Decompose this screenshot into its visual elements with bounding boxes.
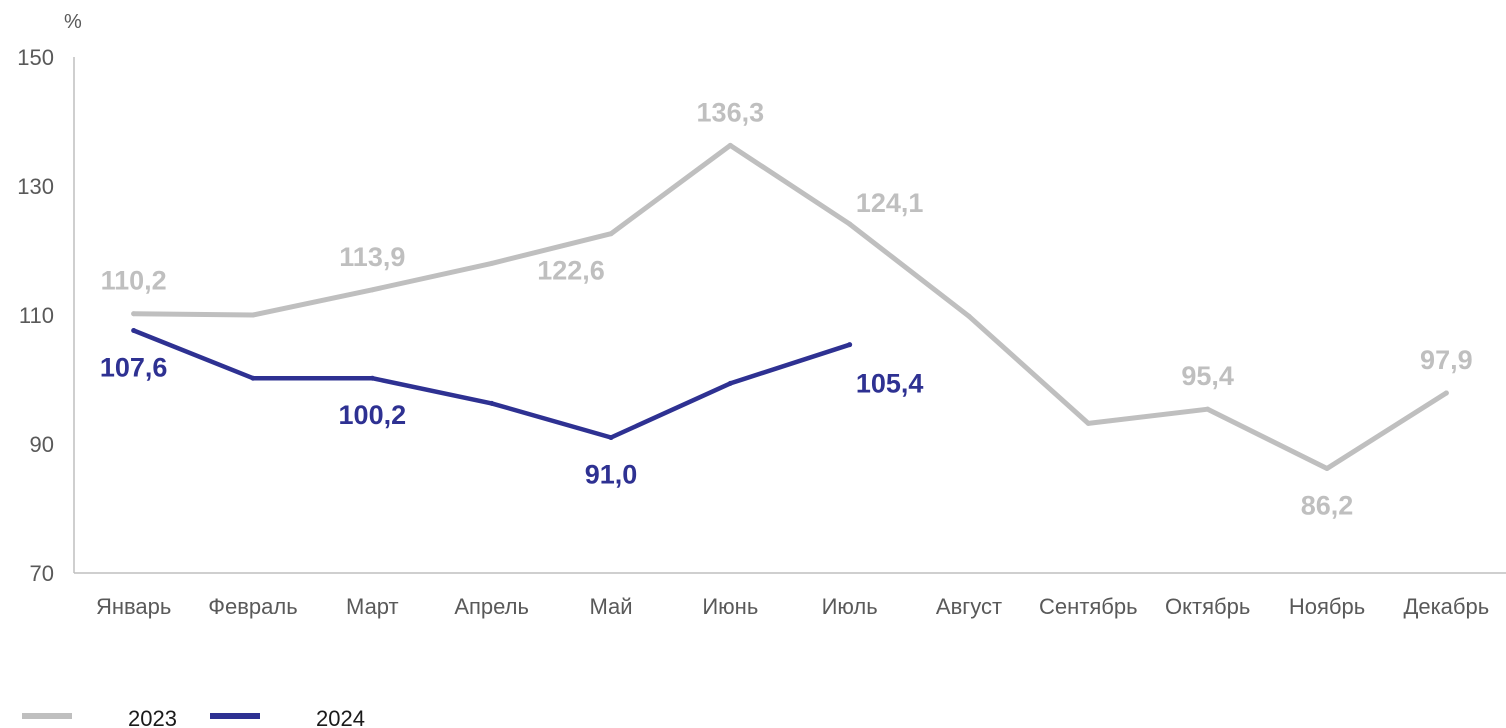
data-point-2024: [369, 375, 375, 381]
x-axis-ticks: Январь Февраль Март Апрель Май Июнь Июль Август…: [96, 594, 1489, 619]
y-tick-label: 150: [17, 45, 54, 70]
x-tick-label: Февраль: [208, 594, 297, 619]
x-tick-label: Декабрь: [1403, 594, 1489, 619]
data-label-2023: 97,9: [1420, 345, 1473, 375]
data-point-2023: [1085, 420, 1091, 426]
legend-label-2023: 2023: [128, 706, 177, 728]
x-tick-label: Январь: [96, 594, 171, 619]
data-point-2023: [1205, 406, 1211, 412]
data-point-2023: [369, 287, 375, 293]
data-label-2023: 122,6: [537, 256, 605, 286]
data-point-2023: [489, 260, 495, 266]
data-label-2024: 100,2: [339, 400, 407, 430]
series-line-2023: [131, 142, 1449, 471]
data-point-2024: [131, 327, 137, 333]
data-point-2024: [608, 435, 614, 441]
x-tick-label: Июнь: [702, 594, 758, 619]
y-tick-label: 130: [17, 174, 54, 199]
data-point-2023: [250, 312, 256, 318]
y-tick-label: 110: [19, 303, 54, 328]
x-tick-label: Май: [589, 594, 632, 619]
data-label-2023: 136,3: [697, 97, 765, 127]
x-tick-label: Апрель: [454, 594, 529, 619]
x-tick-label: Сентябрь: [1039, 594, 1138, 619]
y-tick-label: 70: [30, 561, 54, 586]
x-tick-label: Июль: [822, 594, 878, 619]
data-point-2023: [727, 142, 733, 148]
x-tick-label: Март: [346, 594, 399, 619]
y-tick-label: 90: [30, 432, 54, 457]
data-point-2024: [250, 375, 256, 381]
data-label-2023: 95,4: [1181, 361, 1234, 391]
y-axis-ticks: 70 90 110 130 150: [17, 45, 54, 586]
legend-label-2024: 2024: [316, 706, 365, 728]
data-label-2024: 91,0: [585, 460, 638, 490]
data-labels: 110,2 113,9 122,6 136,3 124,1 95,4 86,2 97,9 107…: [100, 97, 1473, 520]
data-label-2024: 107,6: [100, 352, 168, 382]
data-point-2023: [1324, 466, 1330, 472]
y-axis-unit-label: %: [64, 11, 82, 33]
data-point-2023: [847, 221, 853, 227]
series-group: [131, 142, 1449, 472]
data-label-2023: 86,2: [1301, 491, 1354, 521]
data-point-2024: [847, 342, 853, 348]
data-label-2024: 105,4: [856, 369, 924, 399]
data-point-2023: [966, 313, 972, 319]
x-tick-label: Ноябрь: [1289, 594, 1365, 619]
data-point-2024: [727, 380, 733, 386]
axes: [73, 57, 1506, 574]
series-line-2024: [131, 328, 852, 440]
data-point-2023: [608, 231, 614, 237]
data-point-2023: [131, 311, 137, 317]
x-tick-label: Октябрь: [1165, 594, 1250, 619]
data-label-2023: 113,9: [339, 242, 405, 272]
legend: 2023 2024: [22, 706, 365, 728]
data-label-2023: 110,2: [101, 266, 167, 296]
data-point-2023: [1443, 390, 1449, 396]
data-point-2024: [489, 400, 495, 406]
data-label-2023: 124,1: [856, 188, 924, 218]
x-tick-label: Август: [936, 594, 1002, 619]
